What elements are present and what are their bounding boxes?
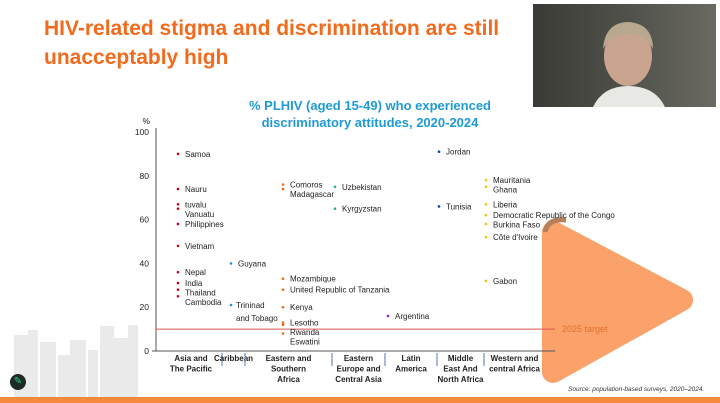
category-label: Western and central Africa [489, 354, 540, 374]
point-label: Eswatini [290, 338, 320, 347]
y-tick-label: 100 [135, 127, 149, 137]
speaker-silhouette-icon [593, 22, 665, 107]
chart-title: % PLHIV (aged 15-49) who experienced dis… [248, 98, 492, 130]
skyline-decoration [14, 325, 138, 397]
point-label: Samoa [185, 150, 211, 159]
y-tick-label: 40 [140, 258, 150, 268]
point-label: tuvalu [185, 200, 206, 209]
point-label: Rwanda [290, 328, 320, 337]
category-label: Middle East And North Africa [438, 354, 484, 384]
point-label: Liberia [493, 200, 518, 209]
point-label: Burkina Faso [493, 221, 541, 230]
point-label: United Republic of Tanzania [290, 286, 390, 295]
data-point [484, 279, 488, 283]
data-point [176, 281, 180, 285]
source-note: Source: population-based surveys, 2020–2… [568, 386, 705, 393]
point-label: Ghana [493, 186, 518, 195]
point-label: Uzbekistan [342, 183, 382, 192]
point-label: Nauru [185, 185, 207, 194]
data-point [484, 185, 488, 189]
point-label: Philippines [185, 220, 224, 229]
data-point [176, 207, 180, 210]
point-label: Gabon [493, 277, 517, 286]
point-label: Guyana [238, 259, 267, 268]
category-label: Caribbean [214, 354, 253, 363]
point-label: Thailand [185, 289, 216, 298]
slide-title: HIV-related stigma and discrimination ar… [44, 17, 500, 69]
point-label: Kenya [290, 303, 313, 312]
data-point [176, 187, 180, 191]
triangle-shadow-decoration [542, 217, 567, 233]
data-point [229, 303, 233, 307]
data-point [281, 321, 285, 324]
data-point [229, 262, 233, 265]
data-point [333, 185, 337, 189]
data-point [281, 288, 285, 291]
point-label: Mozambique [290, 275, 336, 284]
data-point [484, 213, 488, 217]
data-point [281, 332, 285, 335]
data-point [281, 323, 285, 327]
data-point [176, 244, 180, 248]
point-label: Vietnam [185, 242, 215, 251]
point-label: Kyrgyzstan [342, 205, 382, 214]
y-tick-label: 0 [144, 346, 149, 356]
data-point [484, 202, 488, 206]
point-label: Cambodia [185, 298, 222, 307]
point-label: Democratic Republic of the Congo [493, 211, 615, 220]
data-point [281, 305, 285, 309]
data-point [176, 222, 180, 226]
footer-bar [0, 397, 720, 403]
data-point [484, 222, 488, 226]
y-tick-label: 60 [140, 215, 150, 225]
point-label: Trininad and Tobago [236, 301, 278, 323]
point-label: Argentina [395, 312, 430, 321]
data-point [281, 183, 285, 186]
data-point [176, 270, 180, 274]
data-point [333, 207, 337, 210]
speaker-video[interactable] [533, 4, 716, 107]
data-point [281, 187, 285, 191]
point-label: Jordan [446, 148, 470, 157]
point-label: Côte d'Ivoire [493, 233, 538, 242]
data-point [281, 277, 285, 281]
data-point [176, 288, 180, 291]
data-point [386, 314, 390, 318]
target-label: 2025 target [562, 324, 608, 334]
point-label: Lesotho [290, 319, 319, 328]
category-label: Eastern and Southern Africa [266, 354, 312, 384]
point-label: Vanuatu [185, 210, 214, 219]
data-point [176, 202, 180, 206]
pen-leaf-logo: ✎ [10, 374, 26, 390]
y-tick-label: 80 [140, 171, 150, 181]
data-point [176, 294, 180, 298]
y-tick-label: 20 [140, 302, 150, 312]
point-label: Mauritania [493, 176, 531, 185]
data-point [176, 152, 180, 156]
point-label: India [185, 279, 203, 288]
data-point [437, 150, 441, 154]
point-label: Comoros [290, 181, 322, 190]
data-point [484, 235, 488, 239]
y-axis-label: % [142, 116, 150, 126]
data-point [437, 205, 441, 208]
point-label: Nepal [185, 268, 206, 277]
category-label: Latin America [395, 354, 427, 374]
point-label: Madagascar [290, 190, 334, 199]
data-point [484, 178, 488, 182]
category-label: Eastern Europe and Central Asia [335, 354, 382, 384]
category-label: Asia and The Pacific [170, 354, 213, 374]
play-triangle-decoration [542, 221, 693, 383]
point-label: Tunisia [446, 202, 472, 211]
